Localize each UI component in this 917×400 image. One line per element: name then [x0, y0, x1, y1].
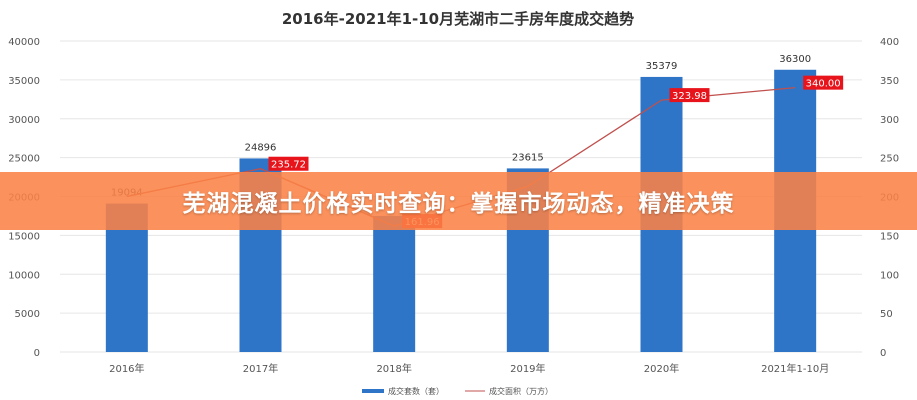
left-tick-label: 25000 — [8, 154, 40, 165]
banner-text: 芜湖混凝土价格实时查询：掌握市场动态，精准决策 — [182, 191, 735, 217]
bar-data-label: 36300 — [779, 54, 811, 65]
legend-line-label: 成交面积（万方） — [489, 386, 553, 396]
left-tick-label: 10000 — [8, 270, 40, 281]
x-tick-label: 2018年 — [376, 362, 411, 375]
line-label-box — [669, 88, 710, 103]
legend-bar-label: 成交套数（套） — [388, 386, 444, 396]
left-tick-label: 40000 — [8, 37, 40, 48]
right-tick-label: 100 — [880, 270, 899, 281]
line-data-label: 323.98 — [672, 91, 707, 102]
bar-data-label: 23615 — [512, 152, 544, 163]
line-label-box — [803, 75, 844, 90]
left-tick-label: 0 — [34, 348, 40, 359]
right-tick-label: 150 — [880, 231, 899, 242]
left-tick-label: 35000 — [8, 76, 40, 87]
right-tick-label: 300 — [880, 115, 899, 126]
right-tick-label: 350 — [880, 76, 899, 87]
bar-data-label: 35379 — [646, 61, 678, 72]
x-tick-label: 2017年 — [243, 362, 278, 375]
x-tick-label: 2016年 — [109, 362, 144, 375]
right-tick-label: 50 — [880, 309, 893, 320]
left-tick-label: 30000 — [8, 115, 40, 126]
bar — [373, 215, 416, 352]
x-tick-label: 2021年1-10月 — [761, 362, 829, 375]
x-tick-label: 2019年 — [510, 362, 545, 375]
right-tick-label: 400 — [880, 37, 899, 48]
legend-bar-swatch — [362, 389, 384, 393]
line-data-label: 235.72 — [271, 160, 306, 171]
left-tick-label: 15000 — [8, 231, 40, 242]
bar-data-label: 24896 — [245, 142, 277, 153]
right-tick-label: 0 — [880, 348, 886, 359]
line-data-label: 340.00 — [806, 79, 841, 90]
left-tick-label: 5000 — [15, 309, 40, 320]
line-label-box — [268, 156, 309, 171]
right-tick-label: 250 — [880, 154, 899, 165]
chart-title: 2016年-2021年1-10月芜湖市二手房年度成交趋势 — [282, 10, 634, 28]
overlay-banner: 芜湖混凝土价格实时查询：掌握市场动态，精准决策 — [0, 172, 917, 230]
x-tick-label: 2020年 — [644, 362, 679, 375]
